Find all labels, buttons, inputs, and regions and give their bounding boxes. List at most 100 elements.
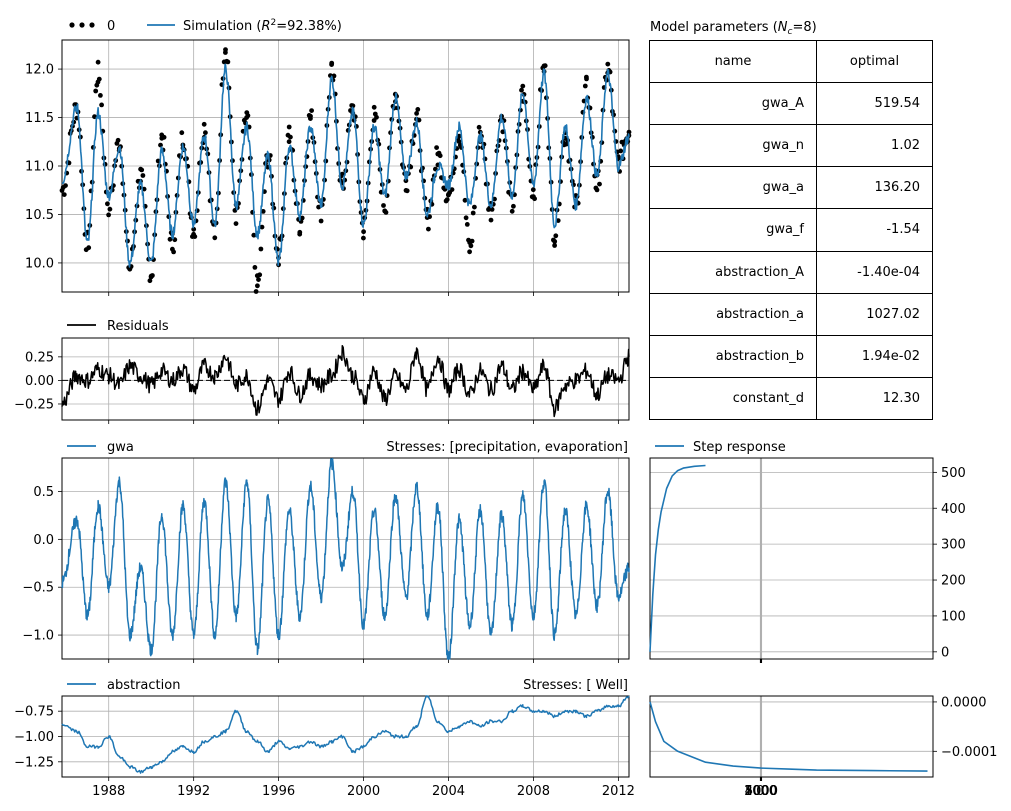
observation-point — [476, 124, 482, 130]
y-tick-label: −0.75 — [14, 705, 54, 720]
observation-point — [171, 249, 177, 255]
observation-point — [251, 232, 257, 238]
observation-point — [488, 217, 494, 223]
parameters-row: abstraction_a 1027.02 — [649, 292, 933, 336]
abstraction-stresses-title: Stresses: [ Well] — [523, 678, 628, 693]
observation-point — [532, 196, 537, 202]
y-tick-label: −1.00 — [14, 730, 54, 745]
parameters-header-cell: name — [649, 39, 817, 84]
parameter-value: 519.54 — [816, 82, 933, 126]
parameter-value: -1.40e-04 — [816, 250, 933, 294]
axes-frame — [649, 695, 934, 778]
observation-point — [288, 134, 293, 140]
x-tick-label: 2008 — [517, 784, 550, 799]
observation-point — [259, 224, 265, 230]
observation-point — [107, 206, 113, 212]
parameter-name: gwa_a — [649, 166, 817, 210]
y-tick-label: 0.00 — [25, 374, 54, 389]
observation-point — [462, 197, 468, 203]
observation-point — [584, 76, 589, 82]
observation-point — [361, 235, 366, 241]
observation-point — [426, 226, 431, 232]
observation-point — [63, 183, 68, 189]
observation-point — [414, 111, 419, 116]
parameter-value: 136.20 — [816, 166, 933, 210]
observation-point — [245, 113, 251, 118]
observation-point — [258, 246, 264, 252]
legend-simulation-label: Simulation (R2=92.38%) — [183, 18, 342, 34]
observation-point — [416, 117, 422, 123]
observation-point — [519, 87, 524, 93]
y-tick-label: 12.0 — [25, 63, 54, 78]
observation-point — [286, 124, 292, 130]
observation-point — [61, 192, 67, 198]
parameters-row: gwa_a 136.20 — [649, 166, 933, 210]
head-plot-axes: 10.0 10.5 11.0 11.5 12.0 — [25, 39, 632, 296]
parameters-row: gwa_A 519.54 — [649, 82, 933, 126]
observation-point — [594, 187, 600, 193]
y-tick-label: −0.0001 — [941, 745, 997, 760]
step-response-legend: Step response — [655, 440, 786, 455]
observation-point — [179, 130, 185, 136]
y-tick-label: −0.25 — [14, 397, 54, 412]
observation-point — [468, 243, 474, 249]
observation-point — [96, 76, 102, 82]
observation-point — [464, 222, 470, 227]
observation-point — [542, 63, 548, 69]
observation-point — [106, 212, 111, 218]
parameters-row: gwa_n 1.02 — [649, 124, 933, 168]
observation-point — [257, 272, 263, 278]
observation-point — [437, 153, 443, 159]
observation-point — [191, 226, 197, 232]
x-tick-label: 4000 — [745, 784, 778, 799]
y-tick-label: 400 — [941, 502, 966, 517]
observation-point — [552, 243, 557, 248]
parameters-header-row: name optimal — [649, 39, 933, 84]
observation-point — [469, 238, 475, 244]
observation-point — [158, 142, 163, 148]
observation-point — [626, 129, 632, 135]
observation-point — [564, 141, 569, 147]
x-tick-label: 1996 — [262, 784, 295, 799]
observation-point — [383, 210, 389, 215]
observation-point — [511, 203, 516, 209]
observation-point — [552, 239, 558, 244]
parameter-name: constant_d — [649, 376, 817, 421]
y-tick-label: 10.5 — [25, 208, 54, 223]
observation-point — [500, 129, 506, 135]
observation-point — [161, 134, 167, 140]
y-tick-label: 0.0000 — [941, 695, 987, 710]
observation-point — [467, 249, 472, 255]
observation-point — [520, 83, 526, 89]
observation-point — [329, 60, 335, 66]
observation-point — [374, 114, 379, 120]
y-tick-label: 11.5 — [25, 111, 54, 126]
abstraction-contribution-axes: −1.25 −1.00 −0.75 1988 1992 1996 2000 2004 2008 2… — [14, 695, 635, 799]
parameters-title: Model parameters (Nc=8) — [650, 20, 817, 37]
observation-point — [331, 73, 337, 79]
y-tick-label: 0 — [941, 645, 949, 660]
parameter-name: abstraction_a — [649, 292, 817, 336]
gwa-legend: gwa Stresses: [precipitation, evaporatio… — [67, 440, 628, 455]
x-tick-label: 2004 — [432, 784, 465, 799]
observation-point — [434, 145, 439, 151]
axes-frame — [61, 39, 630, 293]
gwa-contribution-axes: −1.0 −0.5 0.0 0.5 — [22, 457, 630, 663]
observation-point — [427, 214, 432, 220]
parameters-row: gwa_f -1.54 — [649, 208, 933, 252]
parameter-name: gwa_f — [649, 208, 817, 252]
observation-point — [509, 208, 515, 214]
observation-point — [297, 229, 303, 235]
observation-point — [404, 188, 410, 194]
observation-point — [140, 173, 146, 178]
observation-point — [456, 139, 462, 144]
head-legend: 0 Simulation (R2=92.38%) — [69, 18, 342, 34]
observation-point — [361, 229, 366, 235]
observation-point — [309, 108, 314, 113]
axes-frame — [649, 457, 934, 660]
observation-point — [255, 283, 260, 289]
axes-frame — [61, 695, 630, 778]
observation-point — [381, 203, 386, 208]
observation-point — [582, 83, 588, 89]
